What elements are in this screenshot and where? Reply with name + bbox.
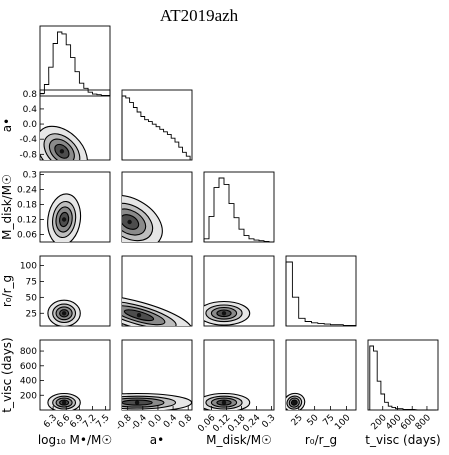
- x-tick-label: 100: [333, 413, 352, 432]
- panel-frame: [39, 339, 111, 411]
- y-tick-label: 25: [26, 309, 37, 319]
- panel-frame: [203, 171, 275, 243]
- x-tick-label: 0.4: [162, 413, 179, 430]
- y-tick-label: 0.4: [23, 105, 38, 115]
- panel-frame: [39, 25, 111, 97]
- marginal-histogram: [39, 31, 111, 96]
- density-peak: [61, 311, 67, 316]
- x-tick-label: 7.5: [94, 413, 111, 430]
- density-peak: [127, 219, 132, 225]
- panel-frame: [39, 255, 111, 327]
- joint-density: [47, 392, 81, 410]
- joint-density: [47, 299, 81, 326]
- x-tick-label: 0.0: [147, 413, 164, 430]
- y-tick-label: 0.18: [17, 201, 37, 211]
- x-tick-label: 25: [290, 413, 305, 428]
- y-tick-label: 0.8: [23, 90, 38, 100]
- y-tick-label: 0.06: [17, 231, 37, 241]
- y-tick-label: 50: [26, 293, 38, 303]
- y-tick-label: 0.3: [23, 171, 37, 181]
- joint-density: [204, 392, 251, 410]
- y-tick-label: -0.8: [19, 150, 37, 160]
- joint-density: [47, 193, 82, 242]
- x-tick-label: 50: [306, 413, 321, 428]
- x-tick-label: 0.3: [260, 413, 277, 430]
- y-tick-label: 600: [20, 362, 37, 372]
- density-peak: [59, 149, 65, 154]
- panel-frame: [121, 89, 193, 161]
- density-peak: [292, 400, 297, 405]
- y-axis-label: M_disk/M☉: [0, 174, 14, 240]
- x-axis-label: t_visc (days): [365, 433, 441, 447]
- joint-density: [122, 392, 192, 410]
- density-peak: [134, 400, 140, 405]
- joint-density: [122, 295, 192, 326]
- x-axis-label: M_disk/M☉: [206, 433, 272, 447]
- panel-frame: [285, 339, 357, 411]
- x-tick-label: 800: [414, 413, 433, 432]
- y-tick-label: 100: [20, 262, 37, 272]
- density-peak: [61, 217, 67, 222]
- y-axis-label: a•: [0, 118, 14, 132]
- y-tick-label: -0.4: [19, 135, 37, 145]
- x-axis-label: a•: [150, 433, 164, 447]
- joint-density: [122, 194, 163, 242]
- marginal-histogram: [369, 345, 437, 411]
- y-tick-label: 400: [20, 377, 37, 387]
- y-tick-label: 75: [26, 277, 37, 287]
- density-peak: [221, 311, 227, 316]
- marginal-histogram: [203, 177, 274, 243]
- panel-frame: [285, 255, 357, 327]
- y-tick-label: 800: [20, 347, 37, 357]
- marginal-histogram: [285, 261, 357, 326]
- y-tick-label: 200: [20, 391, 37, 401]
- panel-frame: [367, 339, 439, 411]
- joint-density: [286, 392, 306, 410]
- y-tick-label: 0.12: [17, 216, 37, 226]
- joint-density: [40, 125, 88, 160]
- density-peak: [61, 400, 67, 405]
- x-axis-label: log₁₀ M•/M☉: [38, 433, 112, 447]
- x-axis-label: r₀/r_g: [305, 433, 337, 447]
- marginal-histogram: [121, 95, 191, 160]
- chart-title: AT2019azh: [160, 6, 239, 25]
- y-tick-label: 0.24: [17, 186, 37, 196]
- density-peak: [136, 313, 142, 318]
- y-axis-label: t_visc (days): [0, 337, 14, 413]
- x-tick-label: 0.8: [177, 413, 194, 430]
- panel-frame: [203, 255, 275, 327]
- density-peak: [221, 400, 227, 405]
- joint-density: [204, 300, 251, 326]
- y-axis-label: r₀/r_g: [0, 275, 14, 307]
- y-tick-label: 0.0: [23, 120, 38, 130]
- panel-frame: [39, 171, 111, 243]
